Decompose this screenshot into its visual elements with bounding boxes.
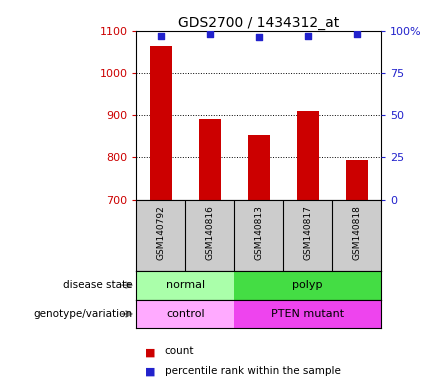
Text: genotype/variation: genotype/variation bbox=[33, 309, 132, 319]
Bar bbox=[234, 271, 381, 300]
Text: count: count bbox=[165, 346, 194, 356]
Text: disease state: disease state bbox=[62, 280, 132, 290]
Point bbox=[206, 31, 213, 37]
Bar bbox=[234, 300, 381, 328]
Bar bbox=[136, 300, 234, 328]
Point bbox=[158, 33, 165, 39]
Bar bbox=[346, 161, 368, 200]
Bar bbox=[248, 136, 270, 200]
Text: GSM140816: GSM140816 bbox=[205, 205, 214, 260]
Bar bbox=[199, 119, 221, 200]
Text: GSM140818: GSM140818 bbox=[352, 205, 361, 260]
Text: GSM140792: GSM140792 bbox=[156, 205, 165, 260]
Point bbox=[353, 31, 360, 37]
Text: PTEN mutant: PTEN mutant bbox=[271, 309, 344, 319]
Text: polyp: polyp bbox=[292, 280, 323, 290]
Title: GDS2700 / 1434312_at: GDS2700 / 1434312_at bbox=[178, 16, 339, 30]
Text: ■: ■ bbox=[145, 348, 155, 358]
Point bbox=[255, 35, 262, 41]
Text: percentile rank within the sample: percentile rank within the sample bbox=[165, 366, 340, 376]
Text: control: control bbox=[166, 309, 205, 319]
Text: ■: ■ bbox=[145, 367, 155, 377]
Text: GSM140817: GSM140817 bbox=[303, 205, 312, 260]
Text: GSM140813: GSM140813 bbox=[254, 205, 263, 260]
Point bbox=[304, 33, 311, 39]
Bar bbox=[297, 111, 319, 200]
Bar bbox=[150, 45, 172, 200]
Text: normal: normal bbox=[166, 280, 205, 290]
Bar bbox=[136, 271, 234, 300]
